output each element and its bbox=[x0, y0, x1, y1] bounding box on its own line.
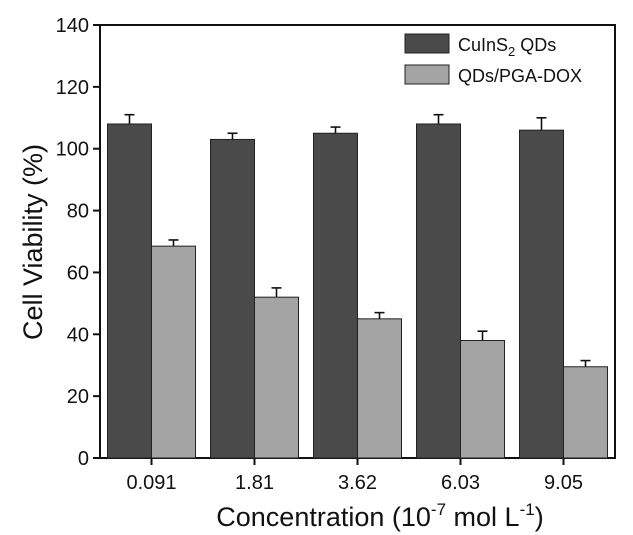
bar-series-1-2 bbox=[210, 138, 255, 459]
x-axis-title-suffix: ) bbox=[535, 502, 544, 532]
y-tick-label-40: 40 bbox=[67, 324, 89, 346]
y-tick-label-80: 80 bbox=[67, 201, 89, 223]
x-tick-label-3: 3.62 bbox=[338, 472, 377, 494]
x-tick-label-5: 9.05 bbox=[544, 472, 583, 494]
y-tick-label-20: 20 bbox=[67, 386, 89, 408]
x-tick-label-1: 0.091 bbox=[126, 472, 176, 494]
bar-series-2-1 bbox=[151, 245, 196, 459]
legend-swatch-series-2 bbox=[404, 64, 450, 85]
bar-series-1-4 bbox=[416, 123, 461, 459]
legend-label-series-1-rest: QDs bbox=[515, 35, 556, 55]
x-tick-label-4: 6.03 bbox=[441, 472, 480, 494]
x-axis-title-exp2: -1 bbox=[520, 500, 535, 519]
legend: CuInS2 QDs QDs/PGA-DOX bbox=[404, 33, 582, 86]
bar-series-2-4 bbox=[460, 339, 505, 459]
legend-label-series-1-main: CuInS bbox=[458, 35, 508, 55]
bar-series-1-1 bbox=[107, 123, 152, 459]
bar-series-1-5 bbox=[519, 129, 564, 459]
y-tick-label-120: 120 bbox=[56, 77, 89, 99]
bar-series-2-3 bbox=[357, 318, 402, 459]
y-tick-label-100: 100 bbox=[56, 139, 89, 161]
y-axis-title: Cell Viability (%) bbox=[18, 144, 48, 340]
x-axis-title-exp1: -7 bbox=[431, 500, 446, 519]
legend-label-series-1: CuInS2 QDs bbox=[458, 35, 556, 59]
legend-label-series-1-sub: 2 bbox=[508, 44, 515, 59]
x-axis-title: Concentration (10-7 mol L-1) bbox=[216, 500, 543, 532]
legend-swatch-series-1 bbox=[404, 33, 450, 54]
legend-label-series-2: QDs/PGA-DOX bbox=[458, 66, 582, 86]
bar-series-2-5 bbox=[563, 366, 608, 459]
y-tick-label-140: 140 bbox=[56, 15, 89, 37]
y-tick-label-0: 0 bbox=[78, 448, 89, 470]
bar-series-2-2 bbox=[254, 296, 299, 459]
y-tick-label-60: 60 bbox=[67, 262, 89, 284]
x-tick-label-2: 1.81 bbox=[235, 472, 274, 494]
bar-series-1-3 bbox=[313, 132, 358, 459]
chart-marks: 0 20 40 60 80 100 120 140 0.091 1.81 3.62 6.03 9.05 bbox=[56, 15, 616, 494]
x-axis-title-middle: mol L bbox=[446, 502, 520, 532]
x-axis-title-prefix: Concentration (10 bbox=[216, 502, 431, 532]
